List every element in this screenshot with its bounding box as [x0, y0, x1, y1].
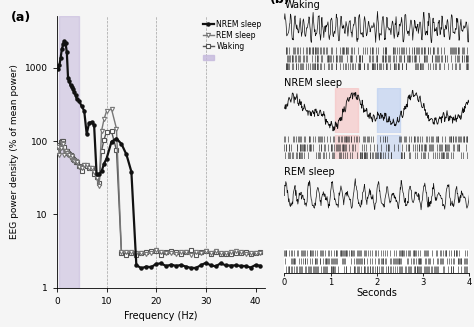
REM sleep: [66, 153, 72, 157]
X-axis label: Seconds: Seconds: [356, 288, 397, 298]
Waking: [74, 160, 80, 164]
Text: REM sleep: REM sleep: [284, 167, 335, 177]
NREM sleep: [138, 266, 144, 270]
Bar: [335, 135, 358, 159]
Text: (a): (a): [11, 11, 31, 24]
Bar: [377, 88, 400, 133]
Text: (b): (b): [270, 0, 290, 6]
Line: Waking: Waking: [56, 129, 262, 257]
NREM sleep: [188, 266, 194, 270]
Bar: [335, 88, 358, 133]
REM sleep: [124, 250, 129, 254]
X-axis label: Frequency (Hz): Frequency (Hz): [124, 311, 198, 321]
Waking: [58, 140, 64, 144]
NREM sleep: [68, 83, 73, 87]
REM sleep: [183, 250, 189, 254]
Legend: NREM sleep, REM sleep, Waking, : NREM sleep, REM sleep, Waking,: [200, 17, 264, 65]
Line: NREM sleep: NREM sleep: [56, 40, 262, 270]
NREM sleep: [64, 50, 70, 54]
NREM sleep: [58, 56, 64, 60]
Waking: [134, 253, 139, 257]
REM sleep: [188, 253, 194, 257]
NREM sleep: [55, 67, 61, 71]
Waking: [63, 149, 68, 153]
Bar: [377, 135, 400, 159]
REM sleep: [55, 145, 61, 148]
Text: Waking: Waking: [284, 0, 320, 10]
REM sleep: [74, 160, 80, 164]
Bar: [59, 16, 79, 288]
Waking: [124, 253, 129, 257]
Line: REM sleep: REM sleep: [56, 107, 263, 257]
NREM sleep: [76, 99, 82, 103]
NREM sleep: [62, 39, 67, 43]
Waking: [109, 129, 114, 133]
REM sleep: [58, 146, 64, 150]
NREM sleep: [124, 152, 129, 156]
Waking: [188, 249, 194, 252]
Y-axis label: EEG power density (% of mean power): EEG power density (% of mean power): [10, 65, 19, 239]
NREM sleep: [258, 264, 264, 268]
REM sleep: [109, 107, 114, 111]
Waking: [55, 149, 61, 153]
Waking: [258, 250, 264, 253]
Waking: [66, 152, 72, 156]
Text: NREM sleep: NREM sleep: [284, 78, 343, 88]
REM sleep: [63, 149, 68, 153]
REM sleep: [258, 251, 264, 255]
